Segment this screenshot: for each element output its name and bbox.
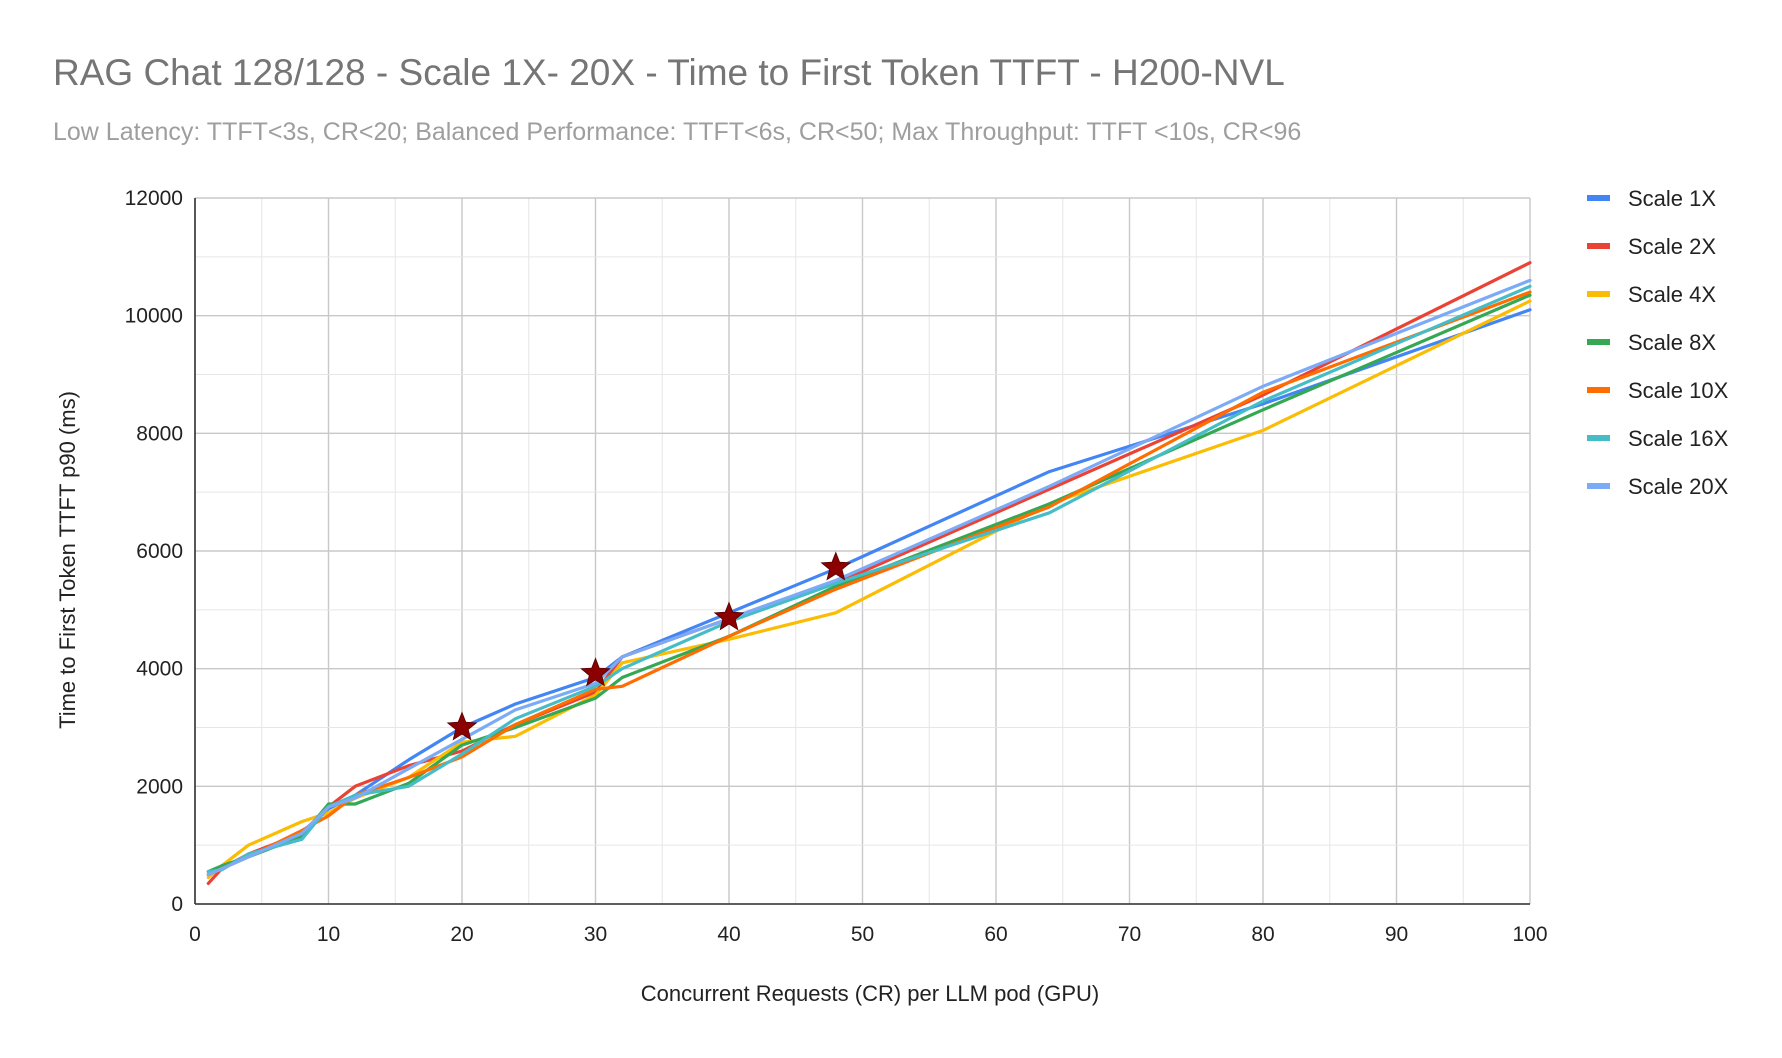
- chart-subtitle: Low Latency: TTFT<3s, CR<20; Balanced Pe…: [53, 118, 1302, 146]
- x-tick-label: 80: [1251, 923, 1274, 946]
- series-line: [206, 308, 1532, 877]
- legend-label: Scale 1X: [1628, 186, 1716, 211]
- chart-title: RAG Chat 128/128 - Scale 1X- 20X - Time …: [53, 52, 1285, 93]
- star-marker: [580, 657, 611, 687]
- legend-label: Scale 8X: [1628, 330, 1716, 355]
- legend: Scale 1X Scale 2X Scale 4X Scale 8X Scale 10…: [1587, 186, 1729, 499]
- y-tick-label: 0: [171, 893, 183, 916]
- star-marker: [446, 711, 478, 741]
- y-axis-label: Time to First Token TTFT p90 (ms): [55, 391, 80, 729]
- x-axis-label: Concurrent Requests (CR) per LLM pod (GP…: [641, 981, 1100, 1006]
- x-tick-label: 100: [1512, 923, 1547, 946]
- tick-labels: 0 10 20 30 40 50 60 70 80 90 100 0 2000 4000 6000 8000 1…: [125, 187, 1548, 946]
- x-tick-label: 90: [1385, 923, 1408, 946]
- axes: [194, 198, 1530, 905]
- star-marker: [713, 601, 745, 631]
- x-tick-label: 10: [317, 923, 340, 946]
- y-tick-label: 8000: [136, 422, 183, 445]
- legend-label: Scale 2X: [1628, 234, 1716, 259]
- legend-label: Scale 10X: [1628, 378, 1729, 403]
- grid: [194, 197, 1531, 905]
- legend-label: Scale 4X: [1628, 282, 1716, 307]
- y-tick-label: 6000: [136, 540, 183, 563]
- series-line: [206, 299, 1532, 880]
- y-tick-label: 2000: [136, 775, 183, 798]
- legend-label: Scale 16X: [1628, 426, 1729, 451]
- y-tick-label: 4000: [136, 658, 183, 681]
- x-tick-label: 20: [450, 923, 473, 946]
- y-tick-label: 12000: [125, 187, 183, 210]
- x-tick-label: 30: [584, 923, 607, 946]
- x-tick-label: 0: [189, 923, 201, 946]
- x-tick-label: 60: [984, 923, 1007, 946]
- star-marker: [820, 551, 852, 581]
- x-tick-label: 40: [717, 923, 740, 946]
- x-tick-label: 70: [1118, 923, 1141, 946]
- series-line: [206, 278, 1532, 877]
- legend-label: Scale 20X: [1628, 474, 1729, 499]
- x-tick-label: 50: [851, 923, 874, 946]
- threshold-markers: [446, 551, 852, 741]
- y-tick-label: 10000: [125, 305, 183, 328]
- series-lines: [206, 261, 1532, 886]
